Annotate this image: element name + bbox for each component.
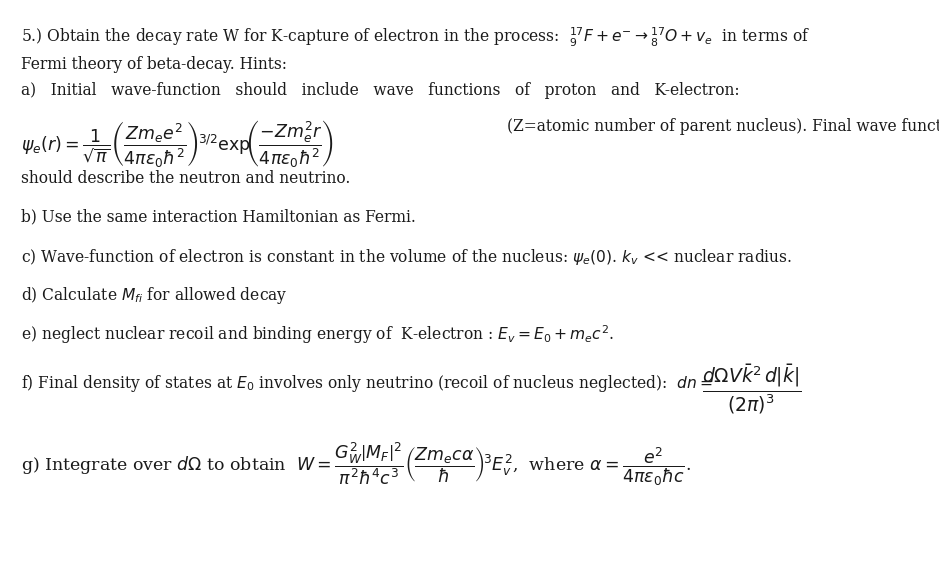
Text: $\psi_{e}(r)=\dfrac{1}{\sqrt{\pi}}\left(\dfrac{Zm_{e}e^{2}}{4\pi\varepsilon_{0}\: $\psi_{e}(r)=\dfrac{1}{\sqrt{\pi}}\left(… bbox=[21, 118, 334, 169]
Text: d) Calculate $M_{fi}$ for allowed decay: d) Calculate $M_{fi}$ for allowed decay bbox=[21, 285, 287, 306]
Text: Fermi theory of beta-decay. Hints:: Fermi theory of beta-decay. Hints: bbox=[21, 56, 286, 73]
Text: g) Integrate over $d\Omega$ to obtain  $W=\dfrac{G_{W}^{2}\left|M_{F}\right|^{2}: g) Integrate over $d\Omega$ to obtain $W… bbox=[21, 440, 691, 488]
Text: $\dfrac{d\Omega V\bar{k}^{2}\,d|\bar{k}|}{(2\pi)^{3}}$: $\dfrac{d\Omega V\bar{k}^{2}\,d|\bar{k}|… bbox=[702, 363, 802, 416]
Text: (Z=atomic number of parent nucleus). Final wave function: (Z=atomic number of parent nucleus). Fin… bbox=[507, 118, 939, 135]
Text: c) Wave-function of electron is constant in the volume of the nucleus: $\psi_{e}: c) Wave-function of electron is constant… bbox=[21, 247, 793, 267]
Text: 5.) Obtain the decay rate W for K-capture of electron in the process:  $^{17}_{9: 5.) Obtain the decay rate W for K-captur… bbox=[21, 25, 809, 48]
Text: e) neglect nuclear recoil and binding energy of  K-electron : $E_{v}= E_{0} + m_: e) neglect nuclear recoil and binding en… bbox=[21, 323, 613, 346]
Text: should describe the neutron and neutrino.: should describe the neutron and neutrino… bbox=[21, 170, 350, 187]
Text: a)   Initial   wave-function   should   include   wave   functions   of   proton: a) Initial wave-function should include … bbox=[21, 82, 739, 99]
Text: f) Final density of states at $E_{0}$ involves only neutrino (recoil of nucleus : f) Final density of states at $E_{0}$ in… bbox=[21, 373, 713, 394]
Text: b) Use the same interaction Hamiltonian as Fermi.: b) Use the same interaction Hamiltonian … bbox=[21, 208, 416, 225]
